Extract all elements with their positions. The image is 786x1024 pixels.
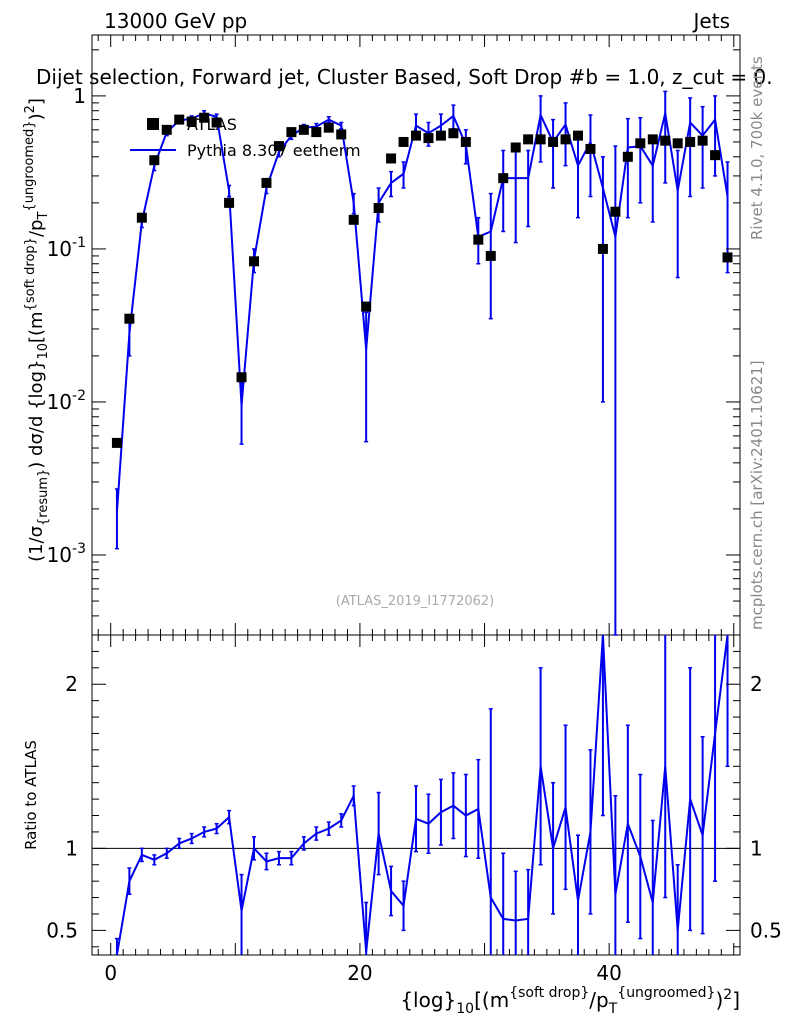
atlas-marker	[610, 206, 621, 217]
atlas-marker	[460, 136, 471, 147]
x-tick-label: 40	[596, 961, 621, 985]
atlas-marker	[224, 197, 235, 208]
atlas-marker	[685, 136, 696, 147]
x-tick-label: 20	[347, 961, 372, 985]
side-mcplots-label: mcplots.cern.ch [arXiv:2401.10621]	[748, 360, 766, 630]
atlas-marker	[697, 135, 708, 146]
atlas-marker	[585, 143, 596, 154]
atlas-marker	[398, 136, 409, 147]
ratio-line	[115, 634, 729, 956]
y-tick-label: 10-1	[47, 235, 86, 261]
atlas-marker	[498, 173, 509, 184]
x-axis-title: {log}10[(m{soft drop}/pT{ungroomed})2]	[400, 985, 740, 1017]
atlas-marker	[523, 134, 534, 145]
ratio-y-axis-title: Ratio to ATLAS	[22, 740, 40, 850]
atlas-marker	[660, 135, 671, 146]
atlas-marker	[161, 124, 172, 135]
atlas-marker	[311, 127, 322, 138]
ratio-y-tick-label-right: 0.5	[750, 918, 782, 942]
atlas-marker	[597, 243, 608, 254]
atlas-marker	[199, 112, 210, 123]
atlas-marker	[373, 203, 384, 214]
main-y-axis-title: (1/σ{resum}) dσ/d {log}10[(m{soft drop}/…	[22, 98, 51, 562]
atlas-marker	[485, 250, 496, 261]
atlas-marker	[236, 372, 247, 383]
atlas-marker	[361, 301, 372, 312]
atlas-marker	[423, 133, 434, 144]
atlas-marker	[635, 138, 646, 149]
legend-atlas-marker	[147, 118, 159, 130]
ratio-y-tick-label-right: 2	[750, 672, 763, 696]
atlas-marker	[473, 234, 484, 245]
ratio-y-tick-label: 1	[65, 836, 78, 860]
legend-pythia-label: Pythia 8.307 eetherm	[187, 141, 361, 160]
atlas-marker	[286, 127, 297, 138]
ratio-y-tick-label: 2	[65, 672, 78, 696]
y-tick-label: 10-2	[47, 388, 86, 414]
atlas-marker	[573, 130, 583, 141]
ratio-y-tick-label-right: 1	[750, 836, 763, 860]
atlas-marker	[435, 130, 446, 141]
atlas-marker	[249, 256, 259, 267]
atlas-marker	[273, 141, 284, 152]
atlas-marker	[298, 124, 309, 135]
analysis-watermark: (ATLAS_2019_I1772062)	[336, 594, 494, 609]
atlas-marker	[336, 129, 347, 140]
atlas-marker	[411, 130, 421, 141]
x-tick-label: 0	[104, 961, 117, 985]
atlas-marker	[535, 134, 546, 145]
atlas-marker	[560, 134, 571, 145]
atlas-marker	[710, 150, 721, 161]
plot-title: Dijet selection, Forward jet, Cluster Ba…	[36, 65, 773, 89]
pythia-line	[115, 111, 729, 513]
atlas-marker	[510, 142, 521, 153]
atlas-marker	[622, 151, 633, 162]
atlas-marker	[186, 116, 197, 127]
atlas-marker	[386, 153, 397, 164]
ratio-y-tick-label: 0.5	[46, 918, 78, 942]
atlas-marker	[722, 252, 733, 263]
atlas-marker	[174, 114, 185, 125]
atlas-marker	[323, 122, 334, 133]
atlas-marker	[211, 117, 222, 128]
atlas-marker	[136, 212, 147, 223]
atlas-marker	[548, 136, 559, 147]
energy-label: 13000 GeV pp	[104, 9, 247, 33]
atlas-marker	[124, 313, 135, 324]
category-label: Jets	[692, 9, 730, 33]
atlas-marker	[448, 128, 459, 139]
y-tick-label: 1	[73, 84, 86, 108]
ratio-panel-frame	[91, 634, 741, 956]
atlas-marker	[348, 214, 359, 225]
atlas-marker	[149, 155, 160, 166]
side-rivet-label: Rivet 4.1.0, 700k events	[748, 56, 766, 240]
atlas-marker	[261, 177, 272, 188]
atlas-marker	[672, 138, 683, 149]
y-tick-label: 10-3	[47, 541, 86, 567]
atlas-marker	[111, 437, 122, 448]
atlas-marker	[647, 134, 658, 145]
